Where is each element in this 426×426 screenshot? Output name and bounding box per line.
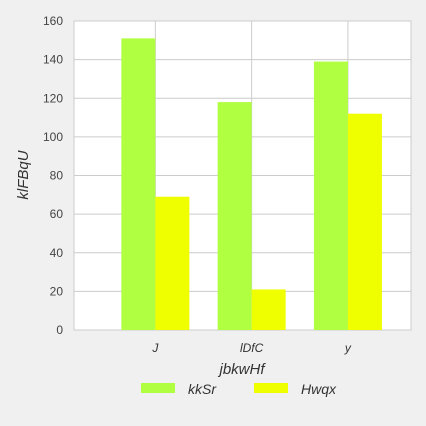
bar-Hwqx-J (155, 196, 190, 330)
x-tick-label: lDfC (240, 341, 264, 355)
y-tick-label: 100 (43, 130, 63, 144)
x-tick-label: J (151, 341, 159, 355)
y-tick-label: 40 (50, 246, 64, 260)
y-tick-label: 140 (43, 53, 63, 67)
y-tick-label: 20 (50, 284, 64, 298)
legend: kkSr Hwqx (141, 381, 337, 397)
legend-label-Hwqx: Hwqx (301, 381, 337, 397)
legend-label-kkSr: kkSr (188, 381, 217, 397)
y-tick-label: 0 (56, 323, 63, 337)
legend-swatch-Hwqx (254, 383, 288, 393)
y-axis-title: klFBqU (15, 150, 32, 199)
bar-kkSr-J (121, 38, 156, 330)
bar-kkSr-y (313, 61, 348, 331)
bar-Hwqx-y (347, 113, 382, 330)
y-tick-label: 160 (43, 14, 63, 28)
bar-kkSr-lDfC (217, 102, 252, 330)
y-tick-label: 80 (50, 169, 64, 183)
bars (121, 38, 382, 331)
legend-swatch-kkSr (141, 383, 175, 393)
y-tick-label: 120 (43, 91, 63, 105)
y-axis-ticks: 0 20 40 60 80 100 120 140 160 (43, 14, 63, 337)
x-axis-title: jbkwHf (217, 361, 266, 378)
y-tick-label: 60 (50, 207, 64, 221)
x-tick-label: y (344, 341, 352, 355)
bar-Hwqx-lDfC (251, 289, 286, 330)
